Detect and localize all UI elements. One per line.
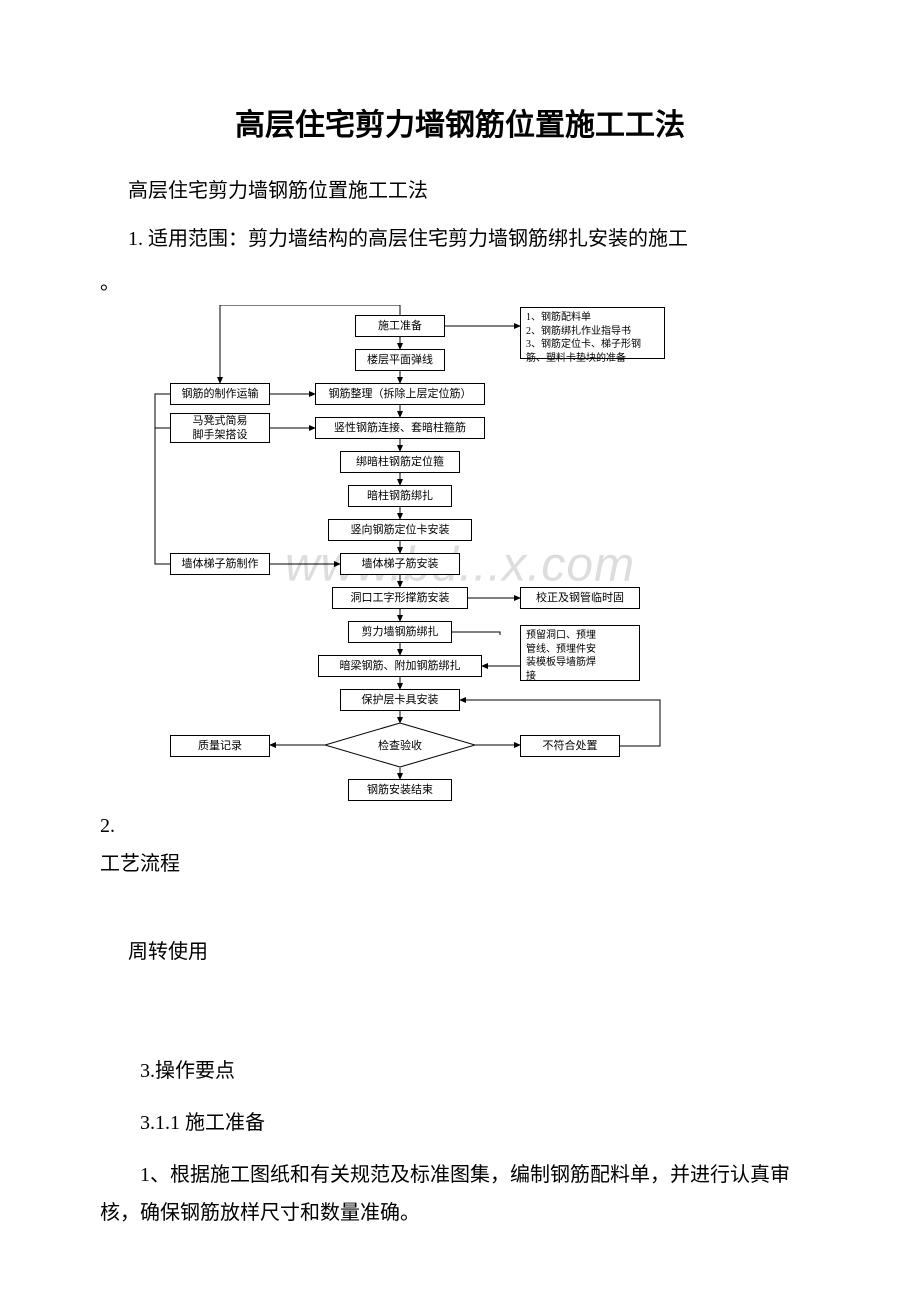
node-reserve: 预留洞口、预埋 管线、预埋件安 装模板导墙筋焊 接 (520, 625, 640, 681)
node-check: 检查验收 (325, 723, 475, 767)
diamond-label: 检查验收 (325, 723, 475, 767)
period: 。 (100, 265, 820, 301)
node-end: 钢筋安装结束 (348, 779, 452, 801)
node-prepdoc: 1、钢筋配料单 2、钢筋绑扎作业指导书 3、钢筋定位卡、梯子形钢 筋、塑料卡垫块… (520, 307, 665, 359)
para-1: 1、根据施工图纸和有关规范及标准图集，编制钢筋配料单，并进行认真审核，确保钢筋放… (100, 1156, 820, 1232)
node-ladder: 墙体梯子筋安装 (340, 553, 460, 575)
node-hole: 洞口工字形撑筋安装 (332, 587, 468, 609)
node-trans: 钢筋的制作运输 (170, 383, 270, 405)
reuse-text: 周转使用 (100, 934, 820, 970)
section-311: 3.1.1 施工准备 (100, 1104, 820, 1142)
flowchart: www.bd...x.com (100, 305, 820, 805)
node-scaff: 马凳式简易 脚手架搭设 (170, 413, 270, 443)
node-line: 楼层平面弹线 (355, 349, 445, 371)
scope-text: 1. 适用范围：剪力墙结构的高层住宅剪力墙钢筋绑扎安装的施工 (100, 221, 820, 257)
node-tie2: 暗柱钢筋绑扎 (348, 485, 452, 507)
node-sort: 钢筋整理（拆除上层定位筋） (315, 383, 485, 405)
section-2-num: 2. (100, 815, 820, 838)
flow-label: 工艺流程 (100, 846, 820, 882)
node-beam: 暗梁钢筋、附加钢筋绑扎 (318, 655, 482, 677)
page-title: 高层住宅剪力墙钢筋位置施工工法 (100, 100, 820, 144)
node-wall: 剪力墙钢筋绑扎 (348, 621, 452, 643)
node-ladmake: 墙体梯子筋制作 (170, 553, 270, 575)
node-correct: 校正及钢管临时固 (520, 587, 640, 609)
node-prep: 施工准备 (355, 315, 445, 337)
node-clip: 竖向钢筋定位卡安装 (328, 519, 472, 541)
subtitle: 高层住宅剪力墙钢筋位置施工工法 (100, 174, 820, 203)
node-vert: 竖性钢筋连接、套暗柱箍筋 (315, 417, 485, 439)
node-nonconf: 不符合处置 (520, 735, 620, 757)
node-cover: 保护层卡具安装 (340, 689, 460, 711)
node-tie1: 绑暗柱钢筋定位箍 (340, 451, 460, 473)
watermark: www.bd...x.com (285, 538, 635, 593)
section-3: 3.操作要点 (100, 1052, 820, 1090)
node-qrec: 质量记录 (170, 735, 270, 757)
